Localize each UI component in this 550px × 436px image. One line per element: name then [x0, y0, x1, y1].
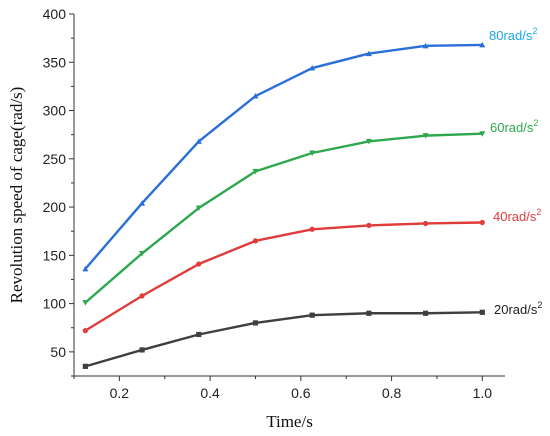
data-point	[479, 219, 485, 226]
series-label-base: 20rad/s	[494, 302, 538, 317]
data-point	[309, 150, 316, 157]
data-point	[252, 93, 259, 99]
data-point	[252, 238, 259, 244]
x-tick-label: 1.0	[473, 385, 493, 401]
y-tick-label: 250	[43, 151, 67, 167]
data-point	[309, 312, 315, 318]
data-point	[423, 220, 429, 227]
data-point	[196, 261, 202, 267]
series-60rad-s	[82, 131, 486, 306]
series-label-exponent: 2	[533, 118, 538, 128]
axes	[73, 14, 505, 377]
series-line	[84, 132, 483, 304]
data-point	[309, 226, 315, 232]
series-20rad-s	[82, 309, 485, 369]
series-label: 60rad/s2	[490, 118, 538, 135]
data-point	[139, 250, 146, 257]
data-point	[479, 131, 486, 137]
series-label-exponent: 2	[536, 207, 541, 217]
data-point	[196, 331, 202, 338]
x-tick-label: 0.8	[382, 385, 402, 401]
x-tick-label: 0.6	[291, 385, 311, 401]
series-80rad-s	[82, 41, 486, 272]
y-tick-label: 100	[43, 296, 67, 312]
series-label-base: 40rad/s	[493, 209, 537, 224]
x-tick-label: 0.2	[110, 385, 130, 401]
y-axis-title: Revolution speed of cage(rad/s)	[7, 87, 26, 304]
data-point	[195, 138, 202, 144]
data-point	[139, 200, 146, 206]
x-ticks: 0.2 0.4 0.6 0.8 1.0	[73, 376, 493, 401]
data-point	[139, 293, 145, 299]
data-point	[82, 363, 88, 369]
series-label: 20rad/s2	[494, 300, 542, 317]
data-point	[309, 65, 316, 71]
series-label: 80rad/s2	[489, 26, 537, 43]
x-axis-title: Time/s	[266, 412, 313, 431]
x-tick-label: 0.4	[200, 385, 220, 401]
data-point	[139, 347, 145, 353]
data-point	[252, 320, 259, 326]
series-40rad-s	[82, 219, 485, 334]
data-point	[82, 300, 89, 306]
series-label-exponent: 2	[537, 300, 542, 310]
data-point	[422, 42, 429, 49]
data-point	[423, 310, 429, 316]
series-line	[84, 221, 483, 332]
y-tick-label: 400	[43, 6, 67, 22]
series-label-base: 80rad/s	[489, 28, 533, 43]
y-tick-label: 300	[43, 103, 67, 119]
y-tick-label: 150	[43, 247, 67, 263]
y-tick-label: 50	[50, 344, 66, 360]
y-tick-label: 200	[43, 199, 67, 215]
y-tick-label: 350	[43, 54, 67, 70]
series-layer	[82, 41, 486, 369]
series-label-exponent: 2	[532, 26, 537, 36]
data-point	[82, 328, 88, 334]
data-point	[195, 205, 202, 212]
series-line	[85, 311, 483, 368]
series-label: 40rad/s2	[493, 207, 541, 224]
data-point	[479, 41, 486, 48]
y-ticks: 50 100 150 200 250 300 350 400	[43, 6, 74, 377]
data-point	[365, 138, 372, 145]
data-point	[422, 133, 429, 139]
data-point	[82, 265, 89, 272]
series-label-base: 60rad/s	[490, 120, 534, 135]
data-point	[365, 50, 372, 57]
data-point	[366, 310, 372, 316]
data-point	[479, 309, 485, 315]
data-point	[366, 222, 372, 229]
series-line	[84, 43, 483, 270]
data-point	[252, 168, 259, 175]
